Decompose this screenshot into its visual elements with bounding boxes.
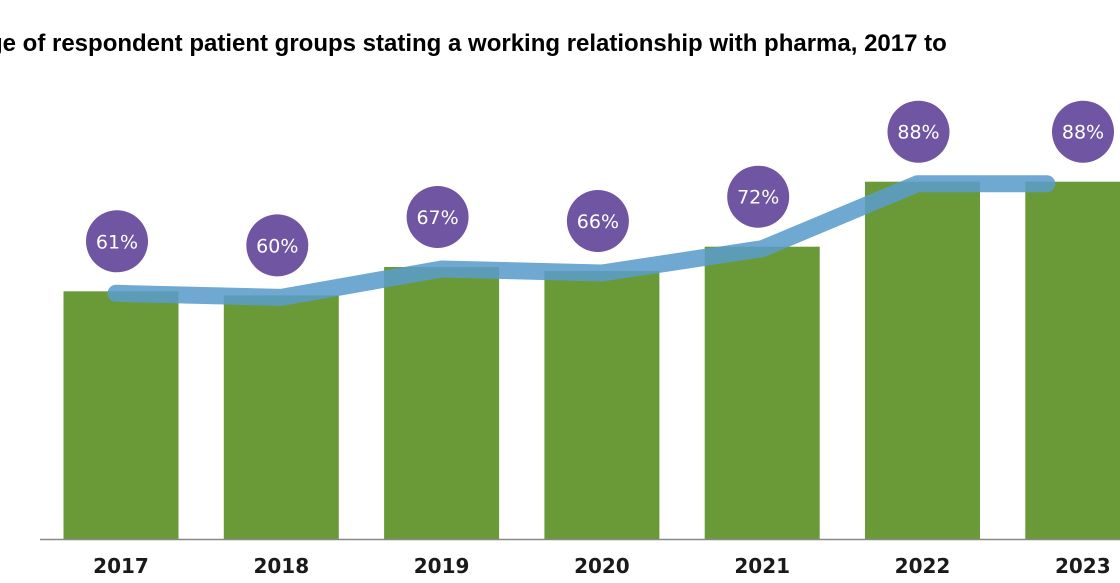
bar-2017 — [63, 291, 179, 539]
data-label-text: 60% — [256, 235, 298, 257]
x-tick-label-2023: 2023 — [1055, 554, 1111, 578]
chart-title: ge of respondent patient groups stating … — [0, 30, 947, 57]
x-tick-label-2017: 2017 — [93, 554, 149, 578]
data-label-bubble — [406, 186, 469, 248]
data-label-text: 66% — [577, 211, 619, 233]
data-label-2018: 60% — [246, 214, 309, 277]
data-label-bubble — [566, 190, 629, 252]
x-tick-label-2019: 2019 — [414, 554, 470, 578]
x-tick-label-2021: 2021 — [734, 554, 790, 578]
data-label-2017: 61% — [86, 210, 148, 273]
data-label-text: 72% — [737, 187, 779, 209]
data-label-2020: 66% — [566, 190, 629, 252]
x-tick-labels: 2017 2018 2019 2020 2021 2022 2023 — [93, 554, 1110, 578]
trend-group — [107, 175, 1056, 306]
bar-2023 — [1025, 181, 1120, 539]
data-label-text: 61% — [96, 231, 138, 253]
data-label-text: 88% — [1062, 122, 1104, 144]
data-label-bubble — [246, 214, 309, 277]
data-label-text: 67% — [416, 207, 458, 229]
bar-2020 — [544, 271, 660, 539]
data-label-bubble — [727, 165, 790, 228]
data-label-bubble — [887, 100, 950, 163]
data-label-2022: 88% — [887, 100, 950, 163]
bar-2019 — [384, 267, 500, 539]
data-label-bubble — [86, 210, 148, 273]
x-tick-label-2022: 2022 — [895, 554, 951, 578]
x-tick-label-2020: 2020 — [574, 554, 630, 578]
data-labels: 61% 60% 67% 66% 72% 88% 88% — [86, 100, 1114, 277]
data-label-text: 88% — [897, 122, 939, 144]
bar-2021 — [704, 246, 820, 539]
data-label-2021: 72% — [727, 165, 790, 228]
data-label-2019: 67% — [406, 186, 469, 248]
bars-group — [63, 181, 1120, 539]
data-label-2023: 88% — [1052, 100, 1114, 163]
x-tick-label-2018: 2018 — [253, 554, 309, 578]
bar-2018 — [223, 295, 339, 539]
trend-line — [107, 175, 1056, 306]
data-label-bubble — [1052, 100, 1114, 163]
bar-2022 — [865, 181, 980, 539]
